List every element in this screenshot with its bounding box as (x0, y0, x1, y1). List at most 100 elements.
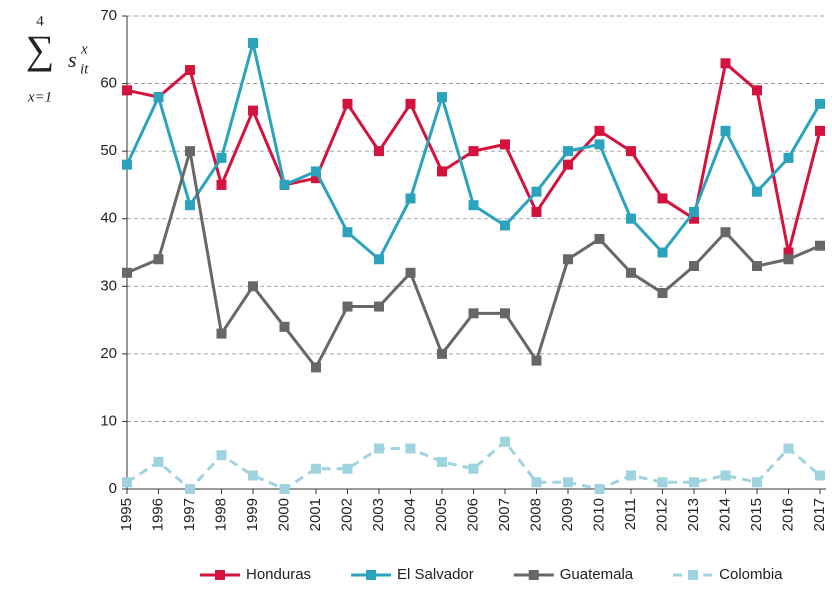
marker (153, 456, 164, 467)
marker (374, 146, 384, 157)
x-tick-label: 1998 (212, 498, 229, 531)
x-tick-label: 1995 (118, 498, 135, 531)
marker (248, 38, 258, 49)
y-tick-label: 10 (100, 412, 117, 429)
marker (248, 281, 258, 292)
marker (279, 321, 290, 332)
marker (374, 254, 384, 265)
marker (342, 463, 353, 474)
marker (689, 261, 699, 272)
x-tick-label: 2015 (748, 498, 765, 531)
legend-item: Colombia (673, 566, 783, 583)
marker (248, 470, 258, 481)
marker (563, 477, 573, 488)
subscript: it (80, 61, 89, 77)
marker (311, 362, 321, 373)
marker (279, 484, 290, 494)
marker (500, 436, 510, 447)
x-tick-label: 2011 (622, 498, 639, 530)
series (122, 146, 825, 373)
marker (185, 200, 195, 211)
marker (563, 254, 573, 265)
marker (405, 98, 416, 109)
base: s (68, 47, 77, 72)
x-tick-label: 2000 (275, 498, 292, 531)
legend-marker (528, 570, 539, 580)
marker (657, 247, 668, 258)
marker (216, 152, 227, 163)
marker (122, 85, 132, 96)
legend-label: Colombia (719, 566, 783, 583)
legend-label: Guatemala (560, 566, 634, 583)
marker (437, 166, 447, 177)
marker (626, 470, 636, 481)
marker (185, 65, 195, 76)
legend-label: Honduras (246, 566, 311, 583)
x-tick-label: 2008 (527, 498, 544, 531)
marker (500, 139, 510, 150)
marker (689, 477, 699, 488)
marker (342, 227, 353, 238)
marker (783, 443, 794, 454)
marker (531, 206, 542, 217)
marker (122, 159, 132, 170)
x-tick-label: 1996 (149, 498, 166, 531)
marker (783, 247, 794, 258)
marker (783, 152, 794, 163)
marker (720, 125, 731, 136)
y-tick-label: 30 (100, 277, 117, 294)
marker (563, 146, 573, 157)
marker (783, 254, 794, 265)
marker (752, 85, 762, 96)
y-tick-label: 20 (100, 345, 117, 362)
y-axis-label: 4 ∑ x=1 s x it (26, 13, 89, 105)
marker (216, 179, 227, 190)
marker (405, 443, 416, 454)
marker (437, 456, 447, 467)
x-tick-label: 2006 (464, 498, 481, 531)
legend-marker (688, 570, 699, 580)
series-line (126, 149, 821, 369)
legend-item: Guatemala (513, 566, 634, 583)
legend-marker (215, 570, 225, 580)
x-tick-label: 2010 (590, 498, 607, 531)
marker (815, 470, 825, 481)
y-tick-label: 0 (109, 480, 117, 497)
marker (752, 477, 762, 488)
marker (468, 463, 479, 474)
marker (531, 186, 542, 197)
marker (815, 98, 825, 109)
marker (626, 267, 636, 278)
marker (657, 193, 668, 204)
marker (720, 58, 731, 69)
marker (153, 254, 164, 265)
marker (752, 186, 762, 197)
x-tick-label: 2005 (433, 498, 450, 531)
marker (374, 301, 384, 312)
marker (216, 450, 227, 461)
marker (342, 301, 353, 312)
marker (437, 348, 447, 359)
x-tick-label: 2013 (685, 498, 702, 531)
y-tick-label: 60 (100, 75, 117, 92)
marker (279, 179, 290, 190)
sum-lower: x=1 (27, 89, 52, 105)
marker (185, 146, 195, 157)
marker (657, 477, 668, 488)
x-tick-label: 2009 (559, 498, 576, 531)
legend-item: El Salvador (351, 566, 474, 583)
x-tick-label: 2007 (496, 498, 513, 531)
x-tick-label: 2012 (653, 498, 670, 531)
superscript: x (80, 41, 88, 57)
marker (216, 328, 227, 339)
marker (752, 261, 762, 272)
marker (500, 308, 510, 319)
marker (626, 146, 636, 157)
x-tick-label: 1999 (244, 498, 261, 531)
x-tick-label: 2016 (779, 498, 796, 531)
marker (689, 213, 699, 224)
marker (437, 92, 447, 103)
marker (248, 105, 258, 116)
marker (468, 308, 479, 319)
